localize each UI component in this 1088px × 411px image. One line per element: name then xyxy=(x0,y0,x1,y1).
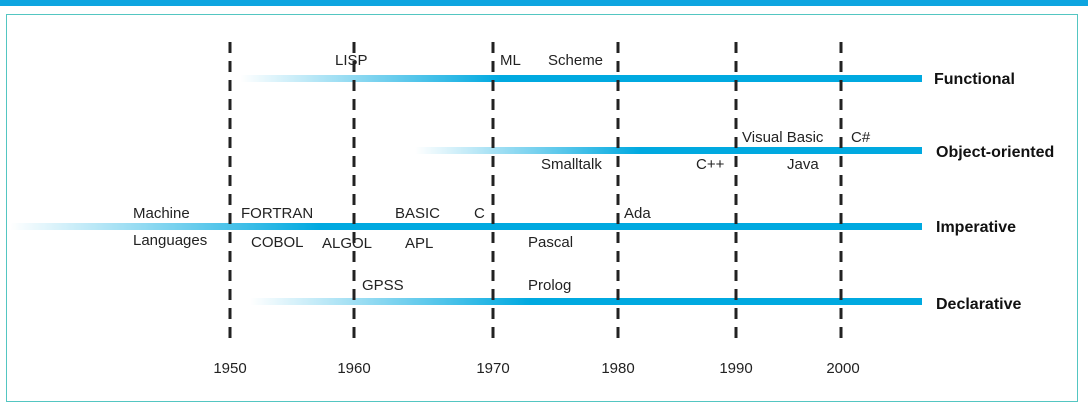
language-label: C++ xyxy=(696,156,725,173)
paradigm-label-object-oriented: Object-oriented xyxy=(936,144,1054,161)
paradigm-label-functional: Functional xyxy=(934,71,1015,88)
year-label: 1980 xyxy=(601,360,634,377)
language-label: ML xyxy=(500,52,521,69)
language-label: Java xyxy=(787,156,819,173)
paradigm-label-imperative: Imperative xyxy=(936,219,1016,236)
language-label: Pascal xyxy=(528,234,573,251)
year-label: 2000 xyxy=(826,360,859,377)
language-label: Languages xyxy=(133,232,207,249)
decade-dividers xyxy=(228,42,843,345)
language-label: FORTRAN xyxy=(241,205,313,222)
language-label: BASIC xyxy=(395,205,440,222)
language-label: GPSS xyxy=(362,277,404,294)
year-label: 1970 xyxy=(476,360,509,377)
year-label: 1950 xyxy=(213,360,246,377)
year-label: 1990 xyxy=(719,360,752,377)
year-label: 1960 xyxy=(337,360,370,377)
imperative-bar xyxy=(10,223,922,230)
language-label: Visual Basic xyxy=(742,129,824,146)
language-label: ALGOL xyxy=(322,235,372,252)
language-label: C# xyxy=(851,129,871,146)
declarative-bar xyxy=(250,298,922,305)
paradigm-label-declarative: Declarative xyxy=(936,296,1021,313)
language-label: Smalltalk xyxy=(541,156,602,173)
language-label: Ada xyxy=(624,205,651,222)
top-accent-bar xyxy=(0,0,1088,6)
language-label: COBOL xyxy=(251,234,304,251)
language-label: Prolog xyxy=(528,277,571,294)
language-label: Machine xyxy=(133,205,190,222)
object-oriented-bar xyxy=(415,147,922,154)
language-label: LISP xyxy=(335,52,368,69)
figure-frame xyxy=(6,14,1078,402)
language-label: Scheme xyxy=(548,52,603,69)
language-label: APL xyxy=(405,235,433,252)
language-label: C xyxy=(474,205,485,222)
functional-bar xyxy=(240,75,922,82)
